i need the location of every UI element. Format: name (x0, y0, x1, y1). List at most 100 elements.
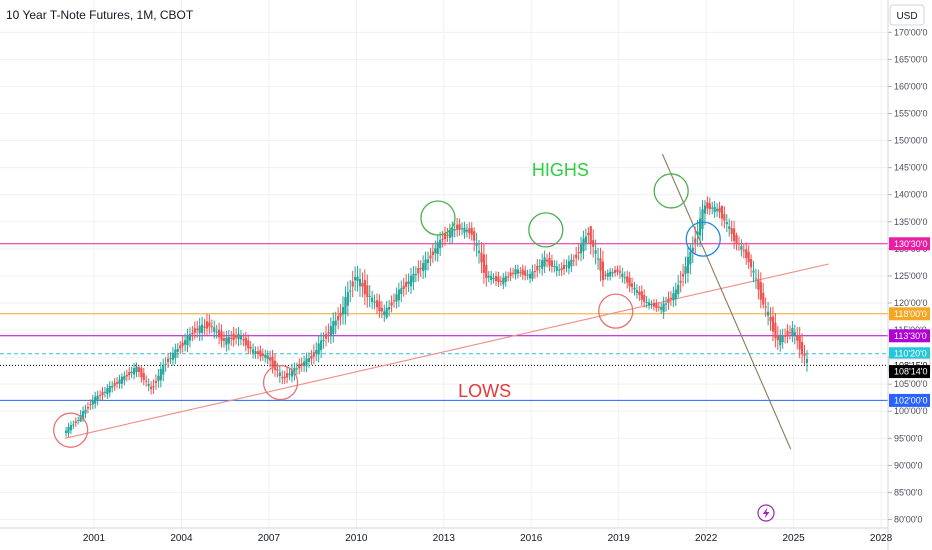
candle-body (303, 361, 306, 367)
candle-body (507, 276, 510, 278)
candle-body (137, 367, 141, 372)
candle-body (324, 333, 328, 339)
chart-title: 10 Year T-Note Futures, 1M, CBOT (6, 8, 194, 22)
candle-body (249, 346, 252, 349)
highlight-circle (262, 364, 299, 401)
candle-body (203, 326, 206, 328)
candle-body (368, 295, 371, 297)
candle-body (655, 303, 658, 309)
candle-body (186, 335, 189, 346)
price-level-badge (889, 237, 930, 251)
time-axis[interactable]: 2001 2004 2007 2010 2013 2016 2019 2022 2025 2028 (83, 533, 893, 544)
candle-body (256, 351, 260, 355)
candle-body (397, 289, 400, 301)
candle-body (470, 228, 473, 235)
candle-body (774, 322, 777, 338)
annotation-circles (53, 173, 721, 448)
candle-body (412, 273, 415, 283)
candle-body (589, 226, 592, 244)
candle-body (779, 336, 782, 346)
candle-body (759, 282, 762, 300)
price-tick-label: 120'00'0 (894, 298, 927, 308)
trendline (64, 263, 829, 439)
price-axis[interactable]: 80'00'0 85'00'0 90'00'0 95'00'0 100'00'0 105'… (888, 27, 927, 525)
candle-body (244, 337, 247, 346)
candle-body (745, 249, 748, 259)
candle-body (645, 301, 648, 303)
price-level-badge (889, 365, 930, 379)
candle-body (477, 250, 481, 253)
highlight-circle (598, 293, 634, 329)
candle-body (575, 254, 578, 259)
candle-body (103, 391, 107, 393)
currency-selector[interactable]: USD (889, 4, 925, 26)
candle-body (446, 234, 449, 236)
candle-body (553, 265, 556, 267)
lightning-icon[interactable] (757, 504, 775, 522)
candle-body (613, 269, 617, 273)
candle-body (664, 303, 668, 305)
candle-body (140, 368, 143, 378)
candle-body (366, 285, 369, 298)
candle-body (286, 373, 289, 378)
candle-body (689, 251, 692, 265)
candle-body (86, 407, 90, 409)
candle-body (473, 231, 476, 241)
candle-body (541, 260, 544, 269)
candle-body (298, 364, 301, 369)
candle-body (482, 254, 485, 273)
candle-body (188, 334, 192, 341)
price-tick-label: 80'00'0 (894, 515, 922, 525)
candle-body (669, 297, 673, 299)
highlight-circle (528, 212, 564, 248)
candle-body (235, 335, 238, 338)
candle-body (616, 269, 619, 272)
candle-body (703, 205, 707, 214)
price-tick-label: 135'00'0 (894, 217, 927, 227)
candle-body (79, 414, 82, 422)
candle-body (436, 242, 439, 254)
price-level-badge (889, 347, 930, 361)
candle-body (679, 280, 682, 283)
candle-body (740, 246, 743, 250)
candle-body (356, 276, 359, 281)
candle-body (652, 303, 656, 307)
candle-body (74, 421, 77, 424)
candle-body (128, 372, 131, 376)
candle-body (545, 259, 549, 262)
candle-body (385, 307, 388, 318)
candle-body (621, 273, 624, 278)
candle-body (215, 331, 218, 333)
candle-body (273, 360, 277, 371)
candle-body (361, 283, 364, 287)
candle-body (363, 280, 366, 295)
candle-body (290, 369, 294, 377)
candle-body (278, 372, 281, 377)
candle-body (422, 263, 425, 272)
candle-body (237, 333, 240, 340)
candle-body (96, 395, 99, 401)
candle-body (149, 386, 153, 390)
candle-body (295, 368, 298, 370)
text-annotations: HIGHS LOWS (458, 160, 589, 401)
candle-body (747, 251, 750, 263)
price-tick-label: 105'00'0 (894, 379, 927, 389)
candle-body (475, 243, 478, 246)
candle-body (715, 208, 719, 212)
candle-body (521, 269, 524, 275)
candle-body (426, 259, 430, 263)
currency-button[interactable] (889, 4, 925, 26)
candle-body (334, 320, 337, 326)
candle-body (698, 218, 702, 236)
candle-body (480, 252, 483, 263)
candle-body (166, 358, 170, 363)
candle-body (504, 276, 507, 282)
candle-body (732, 228, 736, 242)
candle-body (312, 352, 315, 357)
price-level-label: 110'20'0 (894, 349, 927, 359)
candle-body (677, 284, 680, 294)
candle-body (431, 251, 434, 256)
candle-body (101, 391, 104, 396)
